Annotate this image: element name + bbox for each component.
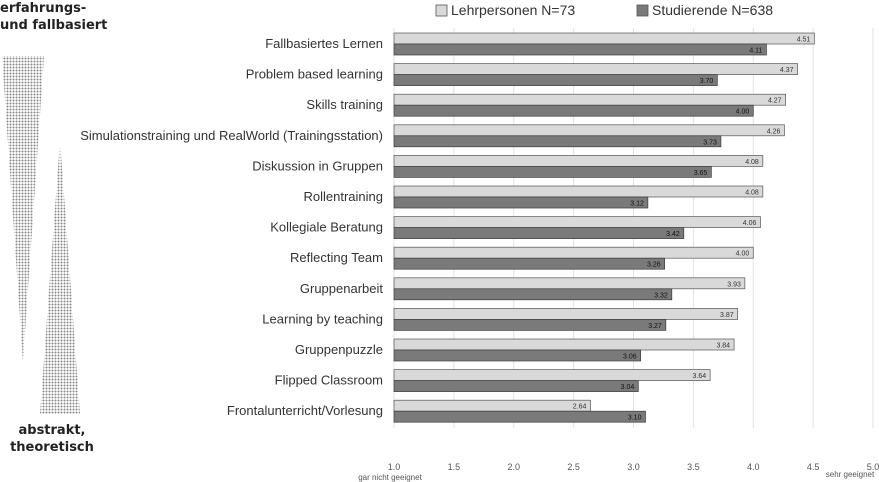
bar-lehrpersonen-rollentraining [393, 185, 764, 198]
experiential-triangle [2, 56, 44, 362]
x-axis-ticks: 1.0 1.5 2.0 2.5 3.0 3.5 4.0 4.5 5.0 [388, 462, 879, 472]
bar-value-label: 4.00 [736, 251, 750, 258]
bar-studierende-skills-training [393, 104, 754, 117]
bar-value-label: 3.06 [623, 354, 637, 361]
experiential-label: erfahrungs- und fallbasiert [0, 0, 130, 34]
category-label: Kollegiale Beratung [270, 220, 383, 235]
category-label: Gruppenarbeit [300, 281, 383, 296]
abstract-triangle [40, 140, 80, 414]
bar-lehrpersonen-gruppenpuzzle [393, 338, 735, 351]
bar-lehrpersonen-skills-training [393, 93, 786, 106]
bar-value-label: 3.93 [727, 281, 741, 288]
category-label: Flipped Classroom [275, 373, 383, 388]
bar-studierende-kollegiale-beratung [393, 227, 685, 239]
bar-studierende-flipped-classroom [393, 380, 639, 392]
category-label: Problem based learning [246, 67, 383, 82]
legend-swatch-lehrpersonen [435, 4, 448, 17]
category-label: Reflecting Team [290, 250, 383, 265]
bar-lehrpersonen-problem-based-learning [393, 63, 798, 75]
bar-lehrpersonen-fallbasiertes-lernen [393, 32, 815, 45]
bar-value-label: 3.42 [666, 231, 680, 238]
bar-studierende-frontalunterricht-vorlesung [393, 410, 646, 423]
category-label: Learning by teaching [262, 311, 383, 326]
bar-value-label: 3.12 [630, 201, 644, 208]
legend-swatch-studierende [636, 4, 649, 17]
x-tick-label: 4.0 [747, 462, 760, 472]
bar-lehrpersonen-gruppenarbeit [393, 277, 746, 290]
bar-lehrpersonen-frontalunterricht-vorlesung [393, 399, 591, 412]
category-label: Diskussion in Gruppen [252, 158, 383, 173]
abstract-label-line2: theoretisch [10, 440, 94, 455]
x-tick-label: 2.0 [507, 462, 520, 472]
bar-lehrpersonen-flipped-classroom [393, 369, 711, 381]
bar-value-label: 3.73 [703, 139, 717, 146]
bar-value-label: 3.87 [720, 312, 734, 319]
bar-value-label: 4.11 [749, 48, 762, 55]
bar-lehrpersonen-learning-by-teaching [393, 308, 739, 320]
category-labels: Fallbasiertes Lernen Problem based learni… [80, 36, 383, 418]
bar-value-label: 4.06 [743, 220, 757, 227]
abstract-label: abstrakt, theoretisch [2, 422, 102, 456]
bar-studierende-gruppenarbeit [393, 288, 673, 301]
bar-lehrpersonen-diskussion-in-gruppen [393, 155, 764, 167]
category-label: Simulationstraining und RealWorld (Train… [80, 128, 383, 143]
abstract-label-line1: abstrakt, [18, 423, 86, 438]
bar-value-label: 4.08 [745, 159, 759, 166]
x-tick-label: 5.0 [867, 462, 879, 472]
x-tick-label: 2.5 [567, 462, 580, 472]
bar-studierende-simulationstraining-und-realworld-trainingsstation [393, 135, 722, 148]
category-label: Gruppenpuzzle [295, 342, 383, 357]
bar-lehrpersonen-kollegiale-beratung [393, 216, 761, 228]
x-axis-max-label: sehr geeignet [826, 470, 875, 479]
legend-label-studierende: Studierende N=638 [652, 2, 773, 18]
legend: Lehrpersonen N=73 Studierende N=638 [435, 2, 773, 18]
category-label: Frontalunterricht/Vorlesung [227, 403, 383, 418]
bar-studierende-fallbasiertes-lernen [393, 43, 767, 56]
experiential-label-line2: und fallbasiert [0, 18, 108, 33]
x-tick-label: 3.0 [627, 462, 640, 472]
bar-value-label: 3.70 [700, 78, 714, 85]
bar-studierende-problem-based-learning [393, 74, 718, 86]
bars: 4.51 4.11 4.37 3.70 4.27 4.00 4.26 3.73 4.08 3.65… [393, 32, 815, 423]
bar-value-label: 3.04 [621, 384, 635, 391]
bar-studierende-rollentraining [393, 196, 649, 209]
bar-studierende-gruppenpuzzle [393, 349, 642, 362]
category-label: Fallbasiertes Lernen [265, 36, 383, 51]
category-label: Rollentraining [304, 189, 384, 204]
x-tick-label: 4.5 [807, 462, 820, 472]
bar-value-label: 3.84 [716, 343, 730, 350]
x-tick-label: 1.5 [448, 462, 461, 472]
bar-value-label: 3.32 [654, 292, 668, 299]
x-tick-label: 1.0 [388, 462, 401, 472]
bar-lehrpersonen-reflecting-team [393, 246, 754, 259]
bar-value-label: 3.64 [693, 373, 707, 380]
experiential-label-line1: erfahrungs- [0, 1, 87, 16]
bar-value-label: 3.26 [647, 262, 661, 269]
bar-value-label: 3.65 [694, 170, 708, 177]
bar-value-label: 4.08 [745, 190, 759, 197]
bar-value-label: 2.64 [573, 404, 587, 411]
bar-lehrpersonen-simulationstraining-und-realworld-trainingsstation [393, 124, 785, 137]
bar-studierende-diskussion-in-gruppen [393, 166, 712, 178]
bar-value-label: 4.51 [797, 37, 811, 44]
x-axis-min-label: gar nicht geeignet [358, 473, 422, 482]
bar-value-label: 4.37 [780, 67, 794, 74]
bar-value-label: 4.26 [767, 128, 781, 135]
bar-value-label: 4.00 [736, 109, 750, 116]
bar-value-label: 3.10 [628, 415, 642, 422]
x-tick-label: 3.5 [687, 462, 700, 472]
bar-studierende-reflecting-team [393, 257, 665, 270]
legend-label-lehrpersonen: Lehrpersonen N=73 [451, 2, 575, 18]
bar-value-label: 4.27 [768, 98, 782, 105]
category-label: Skills training [306, 97, 383, 112]
bar-value-label: 3.27 [648, 323, 662, 330]
bar-studierende-learning-by-teaching [393, 319, 667, 331]
